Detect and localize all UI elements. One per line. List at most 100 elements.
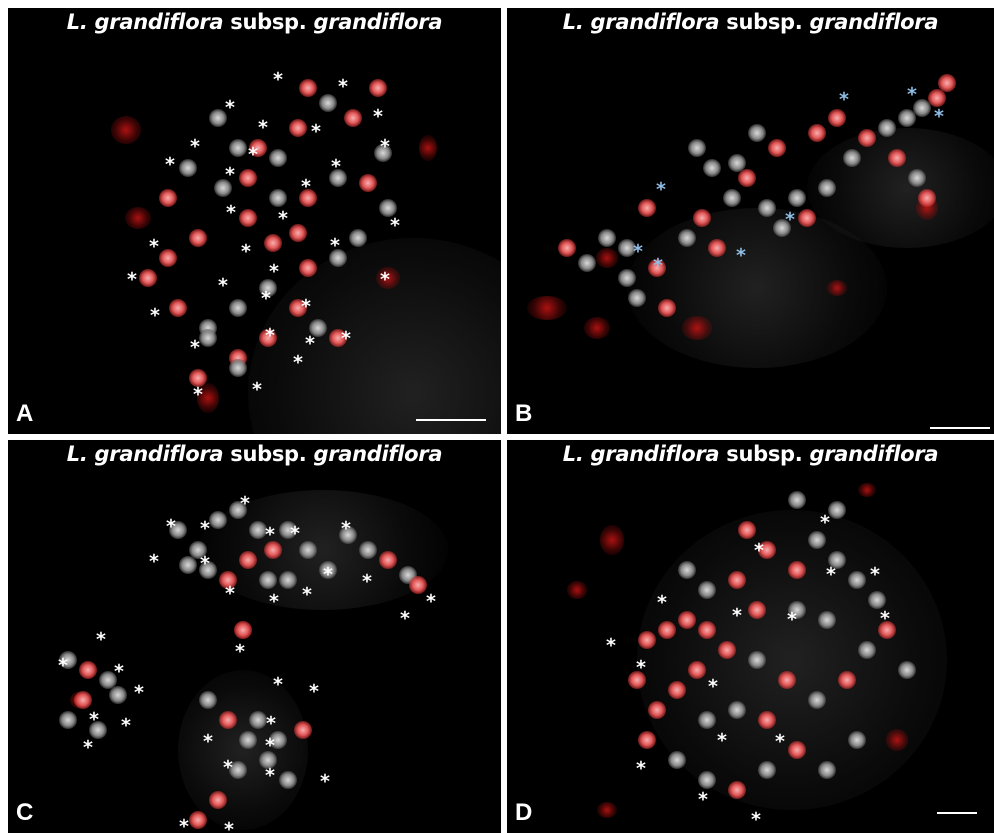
chromosome: [229, 761, 247, 779]
chromosome: [59, 651, 77, 669]
chromosome: [698, 581, 716, 599]
chromosome: [319, 561, 337, 579]
asterisk-marker: *: [323, 563, 333, 586]
asterisk-marker: *: [273, 68, 283, 91]
chromosome: [748, 124, 766, 142]
chromosome: [344, 109, 362, 127]
chromosome: [668, 751, 686, 769]
asterisk-marker: *: [320, 770, 330, 793]
asterisk-marker: *: [907, 83, 917, 106]
asterisk-marker: *: [338, 75, 348, 98]
asterisk-marker: *: [606, 634, 616, 657]
asterisk-marker: *: [278, 207, 288, 230]
chromosome: [818, 761, 836, 779]
asterisk-marker: *: [775, 730, 785, 753]
background-signal: [597, 802, 617, 818]
asterisk-marker: *: [166, 515, 176, 538]
chromosome: [259, 751, 277, 769]
chromosome: [109, 686, 127, 704]
chromosome: [758, 711, 776, 729]
panel-b-title: L. grandiflora subsp. grandiflora: [562, 10, 939, 34]
chromosome: [229, 299, 247, 317]
background-signal: [596, 248, 618, 268]
asterisk-marker: *: [305, 332, 315, 355]
asterisk-marker: *: [58, 654, 68, 677]
asterisk-marker: *: [331, 155, 341, 178]
chromosome: [339, 526, 357, 544]
chromosome: [918, 189, 936, 207]
chromosome: [289, 299, 307, 317]
asterisk-marker: *: [266, 712, 276, 735]
asterisk-marker: *: [225, 163, 235, 186]
chromosome: [259, 571, 277, 589]
panel-a-title: L. grandiflora subsp. grandiflora: [66, 10, 443, 34]
background-signal: [600, 525, 624, 555]
asterisk-marker: *: [426, 590, 436, 613]
chromosome: [309, 319, 327, 337]
chromosome: [209, 791, 227, 809]
asterisk-marker: *: [698, 788, 708, 811]
chromosome: [618, 269, 636, 287]
chromosome: [229, 501, 247, 519]
chromosome: [74, 691, 92, 709]
chromosome: [668, 681, 686, 699]
chromosome: [913, 99, 931, 117]
chromosome: [748, 601, 766, 619]
chromosome: [658, 621, 676, 639]
asterisk-marker: *: [636, 757, 646, 780]
chromosome: [693, 209, 711, 227]
chromosome: [758, 541, 776, 559]
chromosome: [788, 601, 806, 619]
asterisk-marker: *: [114, 660, 124, 683]
chromosome: [848, 731, 866, 749]
chromosome: [858, 129, 876, 147]
chromosome: [648, 701, 666, 719]
chromosome: [748, 651, 766, 669]
chromosome: [858, 641, 876, 659]
chromosome: [179, 159, 197, 177]
chromosome: [788, 561, 806, 579]
asterisk-marker: *: [657, 591, 667, 614]
asterisk-marker: *: [311, 120, 321, 143]
nucleus-halo: [807, 128, 994, 248]
asterisk-marker: *: [373, 105, 383, 128]
nucleus-halo: [637, 510, 947, 810]
asterisk-marker: *: [190, 135, 200, 158]
asterisk-marker: *: [265, 523, 275, 546]
chromosome: [798, 209, 816, 227]
chromosome: [598, 229, 616, 247]
chromosome: [828, 109, 846, 127]
chromosome: [269, 731, 287, 749]
asterisk-marker: *: [165, 153, 175, 176]
chromosome: [294, 721, 312, 739]
chromosome: [379, 551, 397, 569]
chromosome: [249, 711, 267, 729]
asterisk-marker: *: [226, 201, 236, 224]
chromosome: [808, 124, 826, 142]
asterisk-marker: *: [301, 295, 311, 318]
chromosome: [898, 109, 916, 127]
chromosome: [189, 811, 207, 829]
chromosome: [578, 254, 596, 272]
chromosome: [788, 491, 806, 509]
chromosome: [843, 149, 861, 167]
chromosome: [818, 611, 836, 629]
asterisk-marker: *: [218, 274, 228, 297]
asterisk-marker: *: [330, 234, 340, 257]
asterisk-marker: *: [633, 240, 643, 263]
chromosome: [249, 521, 267, 539]
chromosome: [279, 571, 297, 589]
chromosome: [139, 269, 157, 287]
chromosome: [638, 631, 656, 649]
chromosome: [828, 501, 846, 519]
chromosome: [738, 521, 756, 539]
asterisk-marker: *: [258, 116, 268, 139]
asterisk-marker: *: [134, 681, 144, 704]
asterisk-marker: *: [265, 324, 275, 347]
asterisk-marker: *: [203, 730, 213, 753]
chromosome: [938, 74, 956, 92]
chromosome: [928, 89, 946, 107]
chromosome: [838, 671, 856, 689]
asterisk-marker: *: [880, 607, 890, 630]
